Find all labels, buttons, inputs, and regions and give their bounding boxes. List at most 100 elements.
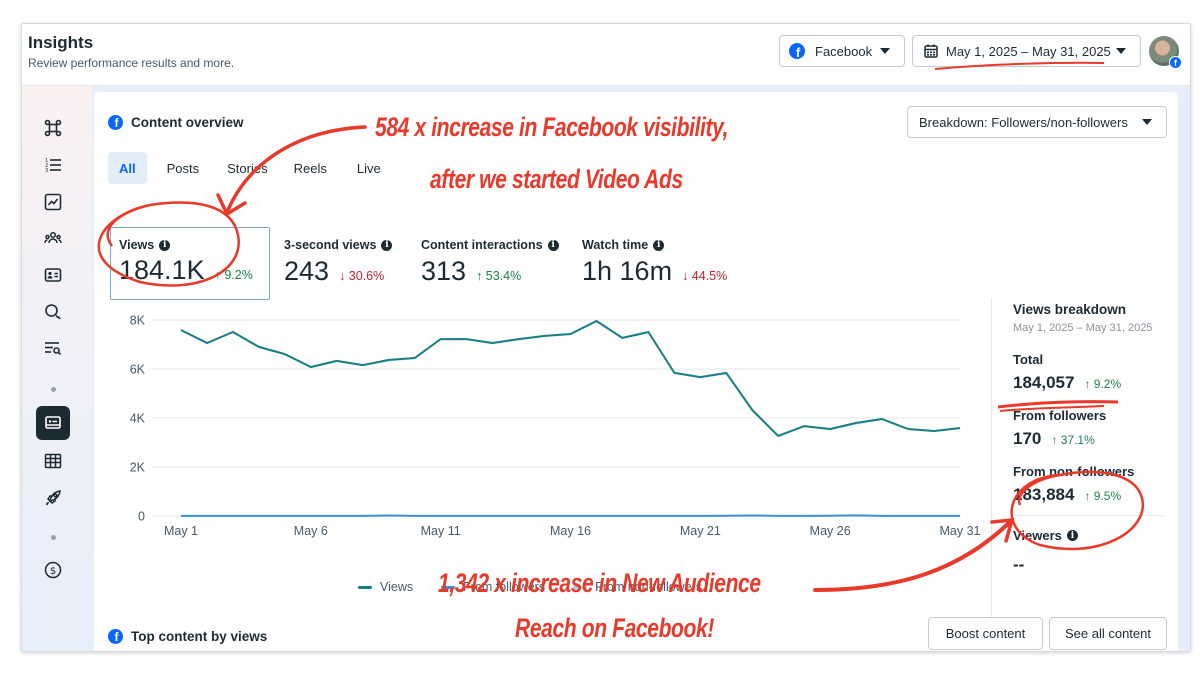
- metric-delta-value: 53.4%: [485, 269, 522, 283]
- search-list-icon: [45, 342, 62, 356]
- date-range-label: May 1, 2025 – May 31, 2025: [946, 43, 1111, 59]
- info-icon[interactable]: i: [547, 239, 559, 251]
- legend-swatch: [358, 585, 372, 589]
- metric-value: 184.1K: [119, 255, 205, 285]
- insights-window: Insights Review performance results and …: [21, 23, 1191, 652]
- page-title: Insights: [28, 33, 94, 52]
- legend-item-views[interactable]: Views: [358, 580, 413, 594]
- tab-all[interactable]: All: [108, 152, 147, 184]
- content-overview-title: f Content overview: [108, 115, 244, 130]
- breakdown-row-from-followers: From followers 170 ↑ 37.1%: [1013, 408, 1173, 449]
- facebook-icon: f: [789, 43, 805, 59]
- breakdown-value-row: 184,057 ↑ 9.2%: [1013, 373, 1173, 393]
- tab-posts[interactable]: Posts: [166, 160, 200, 176]
- breakdown-delta-value: 37.1%: [1060, 433, 1095, 447]
- breakdown-separator: [1013, 515, 1163, 516]
- breakdown-selector-label: Breakdown: Followers/non-followers: [919, 114, 1128, 130]
- metric-label: Views i: [119, 238, 269, 252]
- legend-swatch: [573, 585, 588, 589]
- breakdown-delta-value: 9.2%: [1093, 377, 1122, 391]
- info-icon[interactable]: i: [159, 239, 171, 251]
- metric-label: 3-second views i: [284, 238, 393, 252]
- metric-value: 1h 16m: [582, 256, 673, 286]
- date-range-selector[interactable]: May 1, 2025 – May 31, 2025: [912, 35, 1141, 67]
- legend-label: From followers: [463, 580, 546, 594]
- info-icon[interactable]: i: [653, 239, 665, 251]
- top-content-title: f Top content by views: [108, 629, 267, 644]
- metric-delta: ↑ 9.2%: [215, 268, 253, 282]
- arrow-down-icon: ↓: [682, 269, 689, 283]
- metric-label: Watch time i: [582, 238, 727, 252]
- svg-text:1: 1: [45, 158, 48, 164]
- metric-3-second-views[interactable]: 3-second views i 243 ↓ 30.6%: [284, 238, 393, 308]
- metric-label: Content interactions i: [421, 238, 559, 252]
- chat-bubbles-icon: [45, 304, 61, 320]
- breakdown-delta: ↑ 37.1%: [1051, 433, 1094, 447]
- sidebar-item-trends[interactable]: [36, 185, 70, 219]
- audience-icon: [44, 231, 62, 244]
- sidebar-item-reports[interactable]: [36, 444, 70, 478]
- metric-delta-value: 30.6%: [348, 269, 385, 283]
- info-icon[interactable]: i: [381, 239, 393, 251]
- sidebar-item-search[interactable]: [36, 331, 70, 365]
- breakdown-value: 183,884: [1013, 485, 1075, 504]
- tab-live[interactable]: Live: [356, 160, 381, 176]
- arrow-up-icon: ↑: [476, 269, 483, 283]
- content-overview-label: Content overview: [131, 115, 244, 130]
- breakdown-label: From non-followers: [1013, 464, 1135, 479]
- info-icon[interactable]: i: [1066, 530, 1078, 541]
- table-icon: [44, 453, 62, 469]
- platform-selector[interactable]: f Facebook: [779, 35, 905, 67]
- platform-selector-label: Facebook: [815, 43, 873, 59]
- page-subtitle: Review performance results and more.: [28, 56, 235, 70]
- metric-content-interactions[interactable]: Content interactions i 313 ↑ 53.4%: [421, 238, 559, 308]
- metric-value-row: 313 ↑ 53.4%: [421, 256, 559, 287]
- metric-delta-value: 44.5%: [691, 269, 728, 283]
- metric-value-row: 184.1K ↑ 9.2%: [119, 255, 269, 286]
- legend-item-from-followers[interactable]: From followers: [441, 580, 545, 594]
- see-all-content-button[interactable]: See all content: [1049, 617, 1167, 650]
- sidebar-separator-dot: [51, 387, 56, 392]
- facebook-badge-icon: f: [1169, 56, 1182, 69]
- viewers-label: Viewers i: [1013, 528, 1173, 543]
- breakdown-selector[interactable]: Breakdown: Followers/non-followers: [907, 106, 1167, 138]
- breakdown-value-row: 170 ↑ 37.1%: [1013, 429, 1173, 449]
- legend-label: Views: [380, 580, 414, 594]
- sidebar-item-overview[interactable]: [36, 111, 70, 145]
- top-content-label: Top content by views: [131, 629, 268, 644]
- metric-views[interactable]: Views i 184.1K ↑ 9.2%: [110, 227, 270, 300]
- trend-chart-icon: [44, 193, 62, 211]
- sidebar-item-audience[interactable]: [36, 221, 70, 255]
- metric-delta: ↓ 44.5%: [682, 269, 727, 283]
- svg-text:2: 2: [45, 163, 48, 169]
- arrow-down-icon: ↓: [339, 269, 346, 283]
- metric-watch-time[interactable]: Watch time i 1h 16m ↓ 44.5%: [582, 238, 727, 308]
- chart-legend: Views From followers From non-followers: [358, 580, 702, 594]
- sidebar-item-profile[interactable]: [36, 258, 70, 292]
- views-breakdown-date: May 1, 2025 – May 31, 2025: [1013, 322, 1153, 334]
- calendar-icon: [924, 44, 938, 58]
- avatar[interactable]: f: [1149, 36, 1182, 69]
- top-content-section: f Top content by views Boost content See…: [94, 617, 1178, 651]
- sidebar-separator-dot: [51, 535, 56, 540]
- breakdown-delta: ↑ 9.2%: [1084, 377, 1121, 391]
- legend-item-from-non-followers[interactable]: From non-followers: [573, 580, 702, 594]
- tab-reels[interactable]: Reels: [293, 160, 327, 176]
- metric-delta-value: 9.2%: [224, 268, 253, 282]
- tab-stories[interactable]: Stories: [227, 160, 268, 176]
- viewers-label-text: Viewers: [1013, 528, 1062, 543]
- breakdown-value: 170: [1013, 429, 1042, 448]
- sidebar-item-monetization[interactable]: $: [36, 553, 70, 587]
- sidebar-item-messaging[interactable]: [36, 295, 70, 329]
- caret-down-icon: [880, 48, 890, 54]
- metric-value-row: 243 ↓ 30.6%: [284, 256, 392, 287]
- sidebar-item-content[interactable]: [36, 406, 70, 440]
- arrow-up-icon: ↑: [1084, 489, 1091, 503]
- sidebar-item-ads[interactable]: [36, 481, 70, 515]
- boost-content-button[interactable]: Boost content: [928, 617, 1043, 650]
- legend-swatch: [441, 585, 456, 589]
- content-card-icon: [45, 416, 61, 429]
- caret-down-icon: [1116, 48, 1126, 54]
